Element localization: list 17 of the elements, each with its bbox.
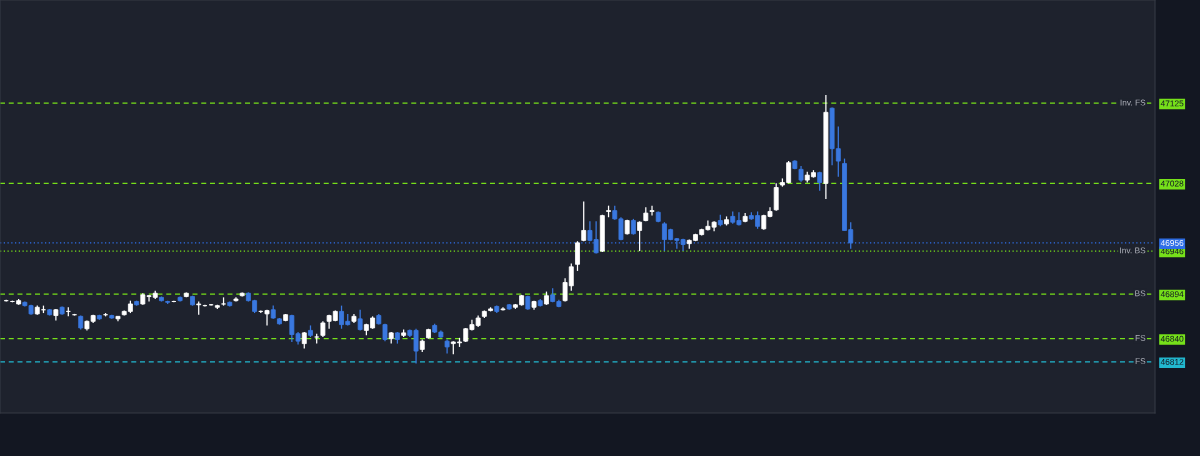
ref-line-label: FS (1135, 358, 1146, 365)
candlestick (637, 220, 643, 252)
candlestick (773, 182, 779, 212)
ref-line-label: BS (1135, 290, 1146, 297)
y-tick-label: 47125 (1160, 100, 1184, 107)
y-tick-label: 47028 (1160, 180, 1184, 187)
y-tick-label: 46956 (1160, 240, 1184, 246)
y-tick-label: 46894 (1160, 291, 1184, 298)
ref-line-label: FS (1135, 335, 1146, 341)
ref-line-label: Inv. BS (1120, 247, 1146, 254)
candlestick (575, 240, 580, 272)
y-tick-label: 46840 (1160, 335, 1184, 342)
y-tick-label: 46812 (1160, 358, 1184, 365)
ref-line-label: Inv. FS (1120, 99, 1146, 106)
candlestick (649, 205, 655, 217)
candlestick (500, 306, 506, 312)
candlestick (581, 200, 587, 242)
